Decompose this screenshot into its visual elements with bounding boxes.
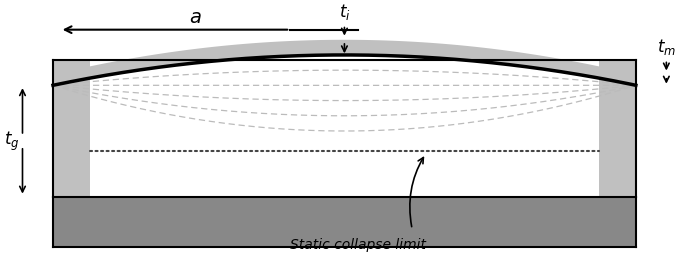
Polygon shape <box>53 60 90 196</box>
Polygon shape <box>53 40 636 85</box>
Text: $a$: $a$ <box>189 8 202 27</box>
Polygon shape <box>90 60 598 196</box>
Text: Static collapse limit: Static collapse limit <box>290 237 426 252</box>
Text: $t_i$: $t_i$ <box>339 2 350 22</box>
Polygon shape <box>53 196 636 247</box>
Text: $t_g$: $t_g$ <box>3 129 19 152</box>
Polygon shape <box>53 60 90 75</box>
Polygon shape <box>598 60 636 196</box>
Polygon shape <box>598 60 636 75</box>
Text: $t_m$: $t_m$ <box>657 37 676 57</box>
